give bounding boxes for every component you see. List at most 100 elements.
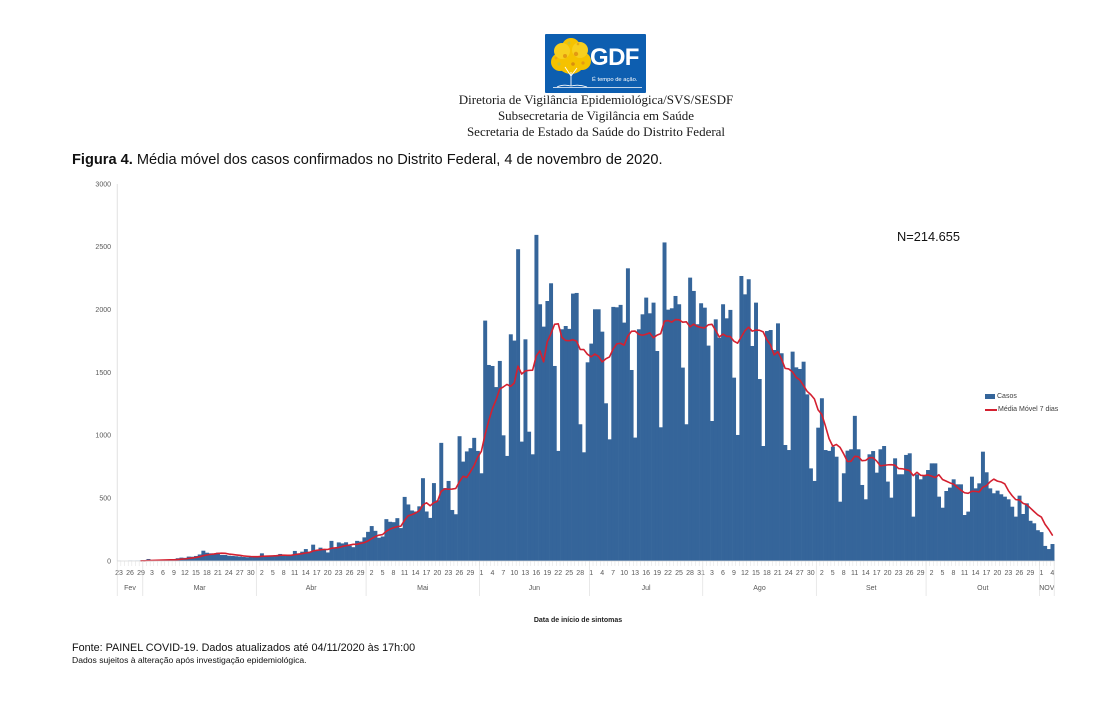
month-label: Jun: [529, 585, 540, 592]
bar-casos: [885, 481, 890, 561]
bar-casos: [505, 455, 510, 561]
x-tick-label: 26: [126, 570, 134, 577]
bar-casos: [227, 555, 231, 561]
bar-casos: [388, 521, 392, 561]
x-tick-label: 22: [554, 570, 562, 577]
bar-casos: [611, 306, 616, 561]
bar-casos: [995, 490, 1000, 561]
bar-casos: [589, 343, 594, 561]
bar-casos: [991, 493, 996, 561]
bar-casos: [669, 308, 674, 561]
bar-casos: [739, 275, 744, 561]
bar-casos: [373, 530, 378, 561]
x-tick-label: 11: [401, 570, 408, 577]
bar-casos: [699, 303, 704, 561]
bar-casos: [688, 277, 693, 561]
bar-casos: [245, 557, 250, 561]
bar-casos: [1032, 523, 1037, 561]
bar-casos: [673, 295, 678, 561]
bar-casos: [234, 556, 239, 561]
legend-bar-swatch-icon: [985, 394, 995, 399]
bar-casos: [600, 331, 605, 561]
bar-casos: [560, 329, 565, 561]
x-tick-label: 14: [302, 570, 310, 577]
bar-casos: [871, 451, 876, 561]
x-tick-label: 26: [1016, 570, 1024, 577]
bar-casos: [307, 551, 312, 561]
month-label: Jul: [642, 585, 651, 592]
bar-casos: [904, 454, 909, 561]
bar-casos: [812, 480, 817, 561]
bar-casos: [607, 439, 612, 561]
x-tick-label: 18: [203, 570, 211, 577]
bar-casos: [955, 484, 960, 561]
x-tick-label: 11: [961, 570, 968, 577]
ipe-tree-icon: [551, 38, 642, 88]
bar-casos: [197, 554, 202, 561]
x-tick-label: 14: [862, 570, 870, 577]
bar-casos: [402, 496, 407, 561]
legend-item-moving-average: Média Móvel 7 dias: [985, 405, 1095, 414]
bar-casos: [772, 350, 777, 561]
x-tick-label: 4: [1050, 570, 1054, 577]
bar-casos: [362, 537, 367, 561]
bar-casos: [651, 302, 656, 561]
bar-casos: [929, 463, 934, 561]
x-tick-label: 23: [335, 570, 343, 577]
legend-label: Média Móvel 7 dias: [998, 406, 1059, 413]
x-tick-label: 17: [313, 570, 321, 577]
bar-casos: [369, 526, 374, 561]
bar-casos: [483, 320, 488, 561]
bar-casos: [1010, 506, 1015, 561]
bar-casos: [333, 548, 338, 561]
bar-casos: [281, 555, 286, 561]
figure-label: Figura 4.: [72, 152, 133, 168]
bar-casos: [571, 293, 575, 561]
x-tick-label: 23: [115, 570, 123, 577]
bar-casos: [915, 474, 920, 561]
footer-source: Fonte: PAINEL COVID-19. Dados atualizado…: [72, 642, 416, 654]
y-tick-label: 500: [99, 496, 111, 503]
bar-casos: [391, 522, 396, 561]
bar-casos: [453, 514, 458, 561]
bar-casos: [212, 553, 217, 561]
x-tick-label: 6: [161, 570, 165, 577]
bar-casos: [710, 421, 715, 561]
bar-casos: [270, 556, 275, 561]
x-tick-label: 7: [501, 570, 505, 577]
bar-casos: [999, 494, 1004, 561]
header-line-subsecretariat: Subsecretaria de Vigilância em Saúde: [497, 108, 695, 123]
x-tick-label: 4: [490, 570, 494, 577]
bar-casos: [856, 449, 861, 561]
bar-casos: [896, 474, 901, 561]
x-tick-label: 17: [983, 570, 991, 577]
x-tick-label: 29: [137, 570, 145, 577]
bar-casos: [680, 367, 685, 561]
x-tick-label: 30: [247, 570, 255, 577]
bar-casos: [424, 511, 429, 561]
bar-casos: [823, 450, 828, 561]
bar-casos: [274, 555, 279, 561]
bar-casos: [907, 453, 912, 561]
bar-casos: [446, 480, 451, 561]
bar-casos: [644, 297, 649, 561]
x-tick-label: 11: [291, 570, 298, 577]
x-tick-label: 16: [532, 570, 540, 577]
total-n-annotation: N=214.655: [897, 229, 960, 244]
month-label: Mai: [417, 585, 429, 592]
bar-casos: [336, 542, 341, 561]
bar-casos: [874, 472, 879, 561]
legend-label: Casos: [997, 393, 1017, 400]
x-tick-label: 31: [697, 570, 705, 577]
bar-casos: [314, 550, 319, 561]
bar-casos: [450, 509, 455, 561]
x-tick-label: 1: [479, 570, 483, 577]
bar-casos: [790, 351, 795, 561]
bar-casos: [944, 491, 949, 561]
x-tick-label: 2: [820, 570, 824, 577]
x-tick-label: 5: [831, 570, 835, 577]
bar-casos: [743, 294, 748, 561]
bar-casos: [702, 307, 707, 561]
x-tick-label: 28: [686, 570, 694, 577]
